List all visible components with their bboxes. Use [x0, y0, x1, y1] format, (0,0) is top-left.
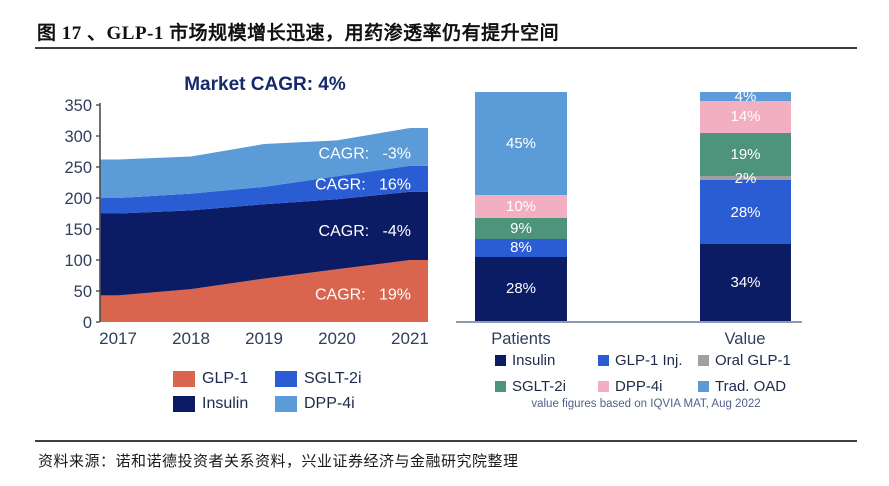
area-chart-legend: GLP-1 SGLT-2i Insulin DPP-4i [173, 370, 403, 413]
legend-item-insulin: Insulin [173, 395, 275, 413]
bar-segment-label: 9% [510, 219, 532, 237]
x-tick-label: 2020 [318, 329, 356, 348]
bar-segment-trad-oad-patients: 45% [475, 92, 567, 196]
legend-swatch [598, 381, 609, 392]
legend-item-oral-glp-1: Oral GLP-1 [698, 352, 810, 369]
legend-swatch [275, 371, 297, 387]
y-tick-label: 150 [64, 221, 92, 239]
bar-segment-label: 4% [734, 88, 757, 106]
area-band-dpp-4i [100, 127, 428, 198]
legend-item-dpp-4i: DPP-4i [275, 395, 403, 413]
bar-segment-oral-glp-1-value: 2% [700, 171, 791, 186]
legend-label: GLP-1 [202, 370, 249, 387]
bar-segment-sglt-2i-patients: 9% [475, 217, 567, 239]
bottom-rule [35, 440, 857, 442]
y-tick-label: 0 [83, 314, 92, 332]
area-chart-title: Market CAGR: 4% [184, 74, 346, 95]
bar-chart-legend: Insulin GLP-1 Inj. Oral GLP-1 SGLT-2i DPP-4i… [495, 352, 810, 395]
legend-swatch [698, 355, 709, 366]
bar-segment-label: 45% [505, 135, 537, 153]
legend-label: DPP-4i [615, 378, 663, 395]
area-chart: 0 50 100 150 200 250 300 350 2017 2018 2019 2020 202… [64, 97, 429, 348]
legend-label: Insulin [202, 395, 249, 412]
bar-segment-label: 34% [730, 273, 761, 291]
x-tick-label: 2017 [99, 329, 137, 348]
legend-item-glp-1-inj-: GLP-1 Inj. [598, 352, 698, 369]
bar-segment-label: 28% [730, 203, 761, 221]
bar-segment-dpp-4i-value: 14% [700, 101, 791, 133]
stacked-bar-patients: 28% 8% 9% 10% 45% [475, 92, 567, 321]
area-band-insulin [100, 191, 428, 296]
legend-item-glp-1: GLP-1 [173, 370, 275, 388]
figure-title: 图 17 、GLP-1 市场规模增长迅速，用药渗透率仍有提升空间 [37, 23, 560, 44]
stacked-bar-value: 34% 28% 2% 19% 14% 4% [700, 88, 791, 321]
source-text: 资料来源：诺和诺德投资者关系资料，兴业证券经济与金融研究院整理 [38, 454, 519, 470]
area-band-sglt-2i [100, 165, 428, 214]
legend-label: Oral GLP-1 [715, 352, 791, 369]
legend-swatch [275, 396, 297, 412]
legend-label: SGLT-2i [304, 370, 362, 387]
legend-swatch [598, 355, 609, 366]
top-rule [35, 47, 857, 49]
bar-segment-glp-1-inj--patients: 8% [475, 238, 567, 257]
y-tick-label: 200 [64, 190, 92, 208]
legend-item-sglt-2i: SGLT-2i [495, 378, 598, 395]
legend-label: Insulin [512, 352, 556, 369]
category-label-patients: Patients [491, 330, 551, 348]
bar-segment-label: 28% [505, 280, 537, 298]
legend-item-dpp-4i: DPP-4i [598, 378, 698, 395]
x-tick-label: 2018 [172, 329, 210, 348]
y-tick-label: 300 [64, 128, 92, 146]
legend-swatch [698, 381, 709, 392]
bar-segment-insulin-value: 34% [700, 243, 791, 321]
bar-segment-sglt-2i-value: 19% [700, 132, 791, 176]
bar-chart-baseline [456, 321, 802, 323]
legend-label: SGLT-2i [512, 378, 566, 395]
y-tick-label: 350 [64, 97, 92, 115]
y-tick-label: 100 [64, 252, 92, 270]
x-tick-label: 2021 [391, 329, 429, 348]
legend-label: GLP-1 Inj. [615, 352, 683, 369]
cagr-label-dpp-4i: CAGR: -3% [319, 146, 411, 163]
bar-segment-glp-1-inj--value: 28% [700, 180, 791, 244]
bar-segment-label: 2% [734, 169, 757, 187]
legend-item-sglt-2i: SGLT-2i [275, 370, 403, 388]
legend-item-insulin: Insulin [495, 352, 598, 369]
bar-segment-label: 8% [510, 239, 532, 257]
y-tick-label: 50 [74, 283, 92, 301]
legend-swatch [495, 355, 506, 366]
legend-item-trad-oad: Trad. OAD [698, 378, 810, 395]
legend-swatch [495, 381, 506, 392]
cagr-label-insulin: CAGR: -4% [319, 223, 411, 240]
bar-segment-dpp-4i-patients: 10% [475, 195, 567, 218]
category-label-value: Value [724, 330, 766, 348]
legend-swatch [173, 396, 195, 412]
x-tick-label: 2019 [245, 329, 283, 348]
legend-label: Trad. OAD [715, 378, 787, 395]
legend-swatch [173, 371, 195, 387]
legend-label: DPP-4i [304, 395, 355, 412]
bar-segment-label: 10% [505, 198, 537, 216]
bar-segment-trad-oad-value: 4% [700, 88, 791, 106]
bar-chart-note: value figures based on IQVIA MAT, Aug 20… [531, 398, 761, 410]
y-tick-label: 250 [64, 159, 92, 177]
bar-segment-label: 14% [730, 108, 761, 126]
bar-segment-label: 19% [730, 145, 761, 163]
area-band-glp-1 [100, 260, 428, 322]
bar-segment-insulin-patients: 28% [475, 256, 567, 321]
cagr-label-glp-1: CAGR: 19% [315, 286, 411, 303]
cagr-label-sglt-2i: CAGR: 16% [315, 176, 411, 193]
